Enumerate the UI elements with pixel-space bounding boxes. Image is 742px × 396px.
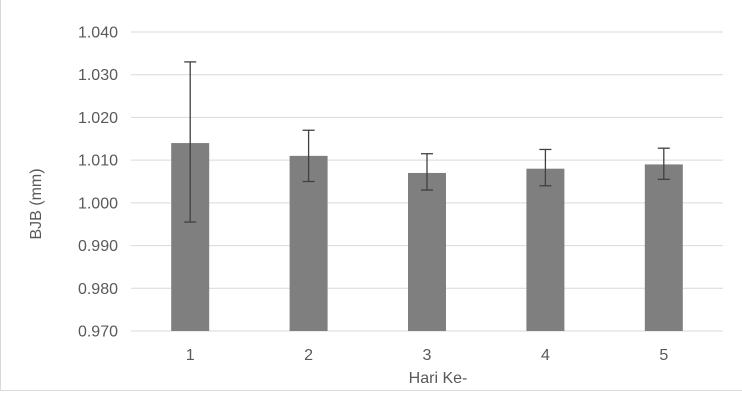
bar-4 [526, 168, 565, 331]
x-tick-label: 5 [659, 347, 668, 364]
y-tick-label: 1.000 [78, 195, 118, 212]
error-bars [184, 61, 670, 223]
error-bar-1 [184, 61, 197, 223]
x-axis-ticks: 1 2 3 4 5 [186, 347, 669, 364]
x-tick-label: 1 [186, 347, 195, 364]
error-bar-5 [657, 147, 670, 181]
bar-3 [408, 172, 446, 331]
y-tick-label: 1.040 [78, 25, 118, 42]
y-tick-label: 0.990 [78, 238, 118, 255]
x-tick-label: 3 [423, 347, 432, 364]
bar-5 [644, 164, 683, 331]
y-tick-label: 1.020 [78, 110, 118, 127]
y-tick-label: 0.970 [78, 324, 118, 341]
y-tick-label: 1.030 [78, 67, 118, 84]
y-axis-title: BJB (mm) [28, 168, 45, 239]
y-tick-label: 1.010 [78, 153, 118, 170]
x-tick-label: 4 [541, 347, 550, 364]
x-tick-label: 2 [304, 347, 313, 364]
error-bar-3 [421, 153, 433, 191]
bar-2 [289, 155, 328, 331]
y-axis-ticks: 0.970 0.980 0.990 1.000 1.010 1.020 1.030 1.040 [78, 25, 118, 341]
x-axis-title: Hari Ke- [409, 370, 468, 387]
error-bar-4 [539, 148, 552, 187]
error-bar-2 [302, 129, 315, 183]
y-tick-label: 0.980 [78, 281, 118, 298]
bars [171, 143, 683, 331]
